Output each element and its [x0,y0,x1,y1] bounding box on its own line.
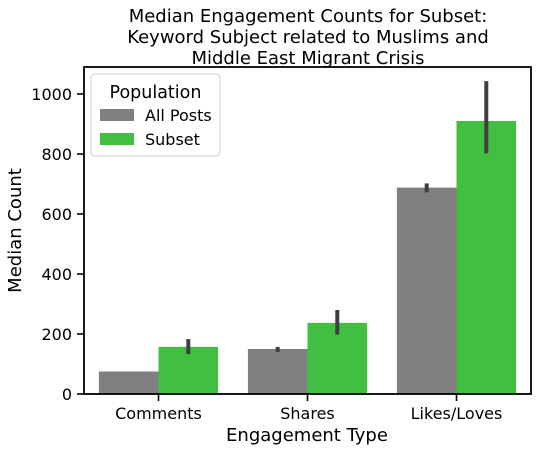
y-tick-label-1000: 1000 [31,85,72,104]
legend-label-subset: Subset [145,130,200,149]
bar-all-posts-shares [247,349,308,394]
legend-title: Population [110,83,202,103]
chart-title: Median Engagement Counts for Subset: Key… [127,6,489,69]
legend-label-all-posts: All Posts [145,106,212,125]
y-tick-label-0: 0 [62,385,72,404]
y-tick-label-600: 600 [41,205,72,224]
y-tick-label-400: 400 [41,265,72,284]
legend: Population All Posts Subset [90,73,221,157]
x-axis-ticks: Comments Shares Likes/Loves [115,394,502,423]
y-tick-label-200: 200 [41,325,72,344]
x-tick-label-shares: Shares [280,404,335,423]
x-axis-label: Engagement Type [226,425,388,446]
x-tick-label-likes-loves: Likes/Loves [411,404,503,423]
bar-subset-comments [158,346,219,394]
bar-subset-likes-loves [456,121,517,394]
bar-all-posts-likes-loves [396,187,457,394]
legend-swatch-subset [100,133,134,145]
errorbars-layer [186,81,489,355]
bars-layer [98,121,517,394]
legend-swatch-all-posts [100,109,134,121]
y-axis-ticks: 0 200 400 600 800 1000 [31,85,84,404]
y-tick-label-800: 800 [41,145,72,164]
chart-title-line-3: Middle East Migrant Crisis [191,48,424,69]
bar-all-posts-comments [98,371,159,394]
bar-subset-shares [307,322,368,394]
chart-title-line-2: Keyword Subject related to Muslims and [127,27,489,48]
x-tick-label-comments: Comments [115,404,202,423]
chart-title-line-1: Median Engagement Counts for Subset: [129,6,488,27]
y-axis-label: Median Count [5,168,26,293]
plot-frame [83,66,532,395]
